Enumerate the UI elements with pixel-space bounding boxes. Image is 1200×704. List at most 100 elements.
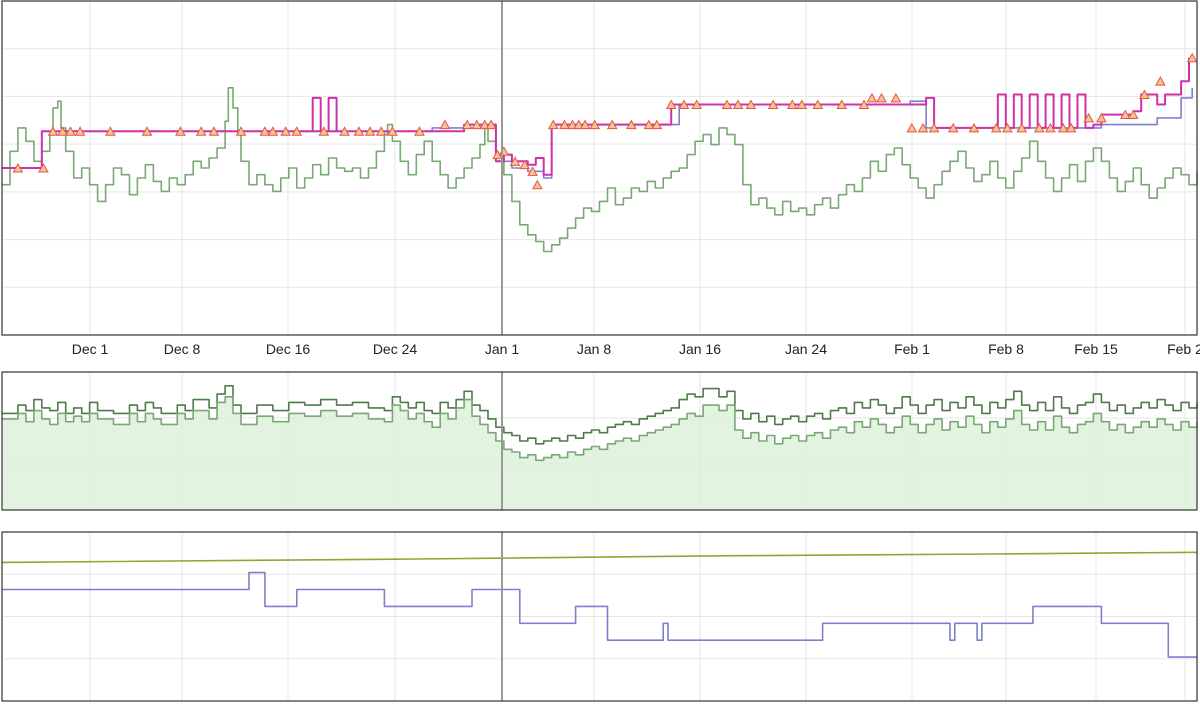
triangle-marker (786, 99, 798, 110)
x-tick-label: Jan 1 (485, 341, 519, 357)
triangle-marker (691, 99, 703, 110)
triangle-marker (267, 126, 279, 136)
triangle-marker (65, 126, 76, 136)
triangle-marker (721, 99, 733, 110)
triangle-marker (364, 126, 376, 136)
triangle-marker (796, 99, 808, 110)
triangle-marker (1096, 112, 1107, 123)
triangle-marker (485, 119, 497, 130)
x-tick-label: Feb 1 (894, 341, 930, 357)
triangle-marker (141, 126, 153, 136)
triangle-marker (291, 126, 303, 136)
triangle-marker (573, 119, 585, 130)
triangle-marker (579, 119, 591, 130)
triangle-marker (990, 122, 1002, 133)
triangle-marker (732, 99, 744, 110)
triangle-marker (339, 126, 350, 136)
triangle-marker (461, 119, 473, 130)
triangle-marker (678, 99, 690, 110)
triangle-marker (928, 122, 940, 133)
x-tick-label: Jan 8 (577, 341, 611, 357)
x-tick-label: Feb 8 (988, 341, 1024, 357)
triangle-marker (375, 126, 387, 136)
triangle-marker (104, 126, 116, 136)
triangle-marker (643, 119, 655, 130)
triangle-marker (745, 99, 757, 110)
triangle-marker (1119, 109, 1131, 120)
series-line (2, 571, 1197, 658)
panel-frame (1, 531, 1198, 702)
triangle-marker (890, 92, 902, 103)
triangle-marker (876, 92, 887, 103)
triangle-marker (195, 126, 207, 136)
triangle-marker (651, 119, 663, 130)
triangle-marker (57, 126, 68, 136)
triangle-marker (12, 162, 24, 173)
triangle-marker (767, 99, 779, 110)
triangle-marker (1186, 52, 1198, 63)
triangle-marker (439, 119, 451, 130)
triangle-marker (479, 119, 491, 130)
triangle-marker (38, 162, 49, 173)
triangle-marker (1016, 122, 1028, 133)
x-tick-label: Feb 15 (1074, 341, 1118, 357)
x-tick-label: Dec 1 (72, 341, 109, 357)
triangle-marker (259, 126, 271, 136)
triangle-marker (836, 99, 848, 110)
triangle-marker (208, 126, 220, 136)
triangle-marker (567, 119, 578, 130)
triangle-marker (626, 119, 637, 130)
x-tick-label: Feb 2 (1167, 341, 1200, 357)
triangle-marker (968, 122, 980, 133)
series-line (2, 385, 1198, 445)
triangle-marker (175, 126, 186, 136)
triangle-marker (519, 159, 530, 170)
triangle-marker (1154, 76, 1166, 86)
panel-frame (1, 371, 1198, 511)
x-tick-label: Dec 8 (164, 341, 201, 357)
triangle-marker (74, 126, 86, 136)
triangle-marker (547, 119, 559, 130)
triangle-marker (1139, 89, 1150, 100)
x-tick-label: Jan 24 (785, 341, 827, 357)
series-line (2, 396, 1198, 462)
triangle-marker (812, 99, 824, 110)
triangle-marker (1057, 122, 1069, 133)
triangle-marker (1045, 122, 1056, 133)
triangle-marker (280, 126, 291, 136)
triangle-marker (1065, 122, 1077, 133)
series-area-fill (2, 396, 1197, 510)
triangle-marker (532, 179, 543, 190)
triangle-marker (606, 119, 618, 130)
triangle-marker (414, 126, 425, 136)
triangle-marker (906, 122, 918, 133)
triangle-marker (235, 126, 247, 136)
triangle-marker (1083, 112, 1095, 123)
triangle-marker (1002, 122, 1013, 133)
triangle-marker (1127, 109, 1139, 120)
triangle-marker (665, 99, 677, 110)
series-line (1, 551, 1198, 564)
triangle-marker (559, 119, 570, 130)
x-tick-label: Dec 16 (266, 341, 311, 357)
triangle-marker (917, 122, 929, 133)
triangle-marker (387, 126, 398, 136)
series-line (2, 87, 1198, 253)
triangle-marker (527, 166, 538, 176)
panel-background (2, 1, 1197, 335)
triangle-marker (353, 126, 365, 136)
x-tick-label: Dec 24 (373, 341, 418, 357)
triangle-marker (589, 119, 601, 130)
triangle-marker (47, 126, 59, 136)
triangle-marker (866, 92, 878, 103)
triangle-marker (471, 119, 483, 130)
triangle-marker (947, 122, 959, 133)
triangle-marker (858, 99, 870, 110)
triangle-marker (1033, 122, 1045, 133)
x-tick-label: Jan 16 (679, 341, 721, 357)
triangle-marker (318, 126, 330, 136)
triangle-marker (509, 156, 521, 166)
panel-frame (1, 0, 1198, 336)
